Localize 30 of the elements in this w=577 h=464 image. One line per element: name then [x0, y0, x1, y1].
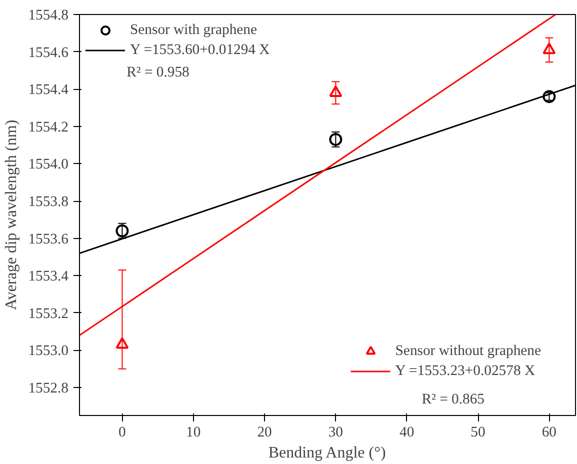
y-tick-label: 1552.8: [28, 380, 69, 397]
point: [542, 42, 556, 54]
y-tick-label: 1554.2: [28, 119, 69, 136]
point: [116, 337, 129, 349]
x-tick-label: 10: [186, 424, 201, 440]
point: [542, 90, 556, 104]
x-tick-label: 20: [257, 424, 272, 440]
y-axis-title: Average dip wavelength (nm): [3, 120, 20, 310]
point: [329, 85, 342, 98]
y-tick-label: 1554.0: [28, 156, 69, 173]
legend-label: Sensor without graphene: [395, 342, 541, 360]
legend-label: Y =1553.60+0.01294 X: [130, 41, 270, 59]
legend-label: Y =1553.23+0.02578 X: [395, 362, 536, 380]
y-tick-label: 1554.6: [28, 44, 69, 61]
y-tick-label: 1553.6: [28, 231, 69, 248]
legend-label: Sensor with graphene: [130, 21, 257, 39]
x-tick-label: 40: [400, 424, 414, 440]
x-tick-label: 50: [470, 424, 486, 440]
annotation: R² = 0.958: [126, 64, 190, 81]
annotation: R² = 0.865: [422, 391, 484, 408]
y-tick-label: 1553.8: [28, 194, 69, 210]
x-axis-title: Bending Angle (°): [268, 444, 386, 462]
y-tick-label: 1553.2: [28, 306, 69, 322]
x-tick-label: 30: [328, 424, 344, 440]
y-tick-label: 1554.4: [28, 82, 70, 98]
y-tick-label: 1554.8: [28, 8, 69, 24]
x-tick-label: 0: [118, 424, 126, 440]
y-tick-label: 1553.0: [28, 343, 69, 360]
x-tick-label: 60: [542, 424, 556, 440]
y-tick-label: 1553.4: [28, 268, 70, 285]
